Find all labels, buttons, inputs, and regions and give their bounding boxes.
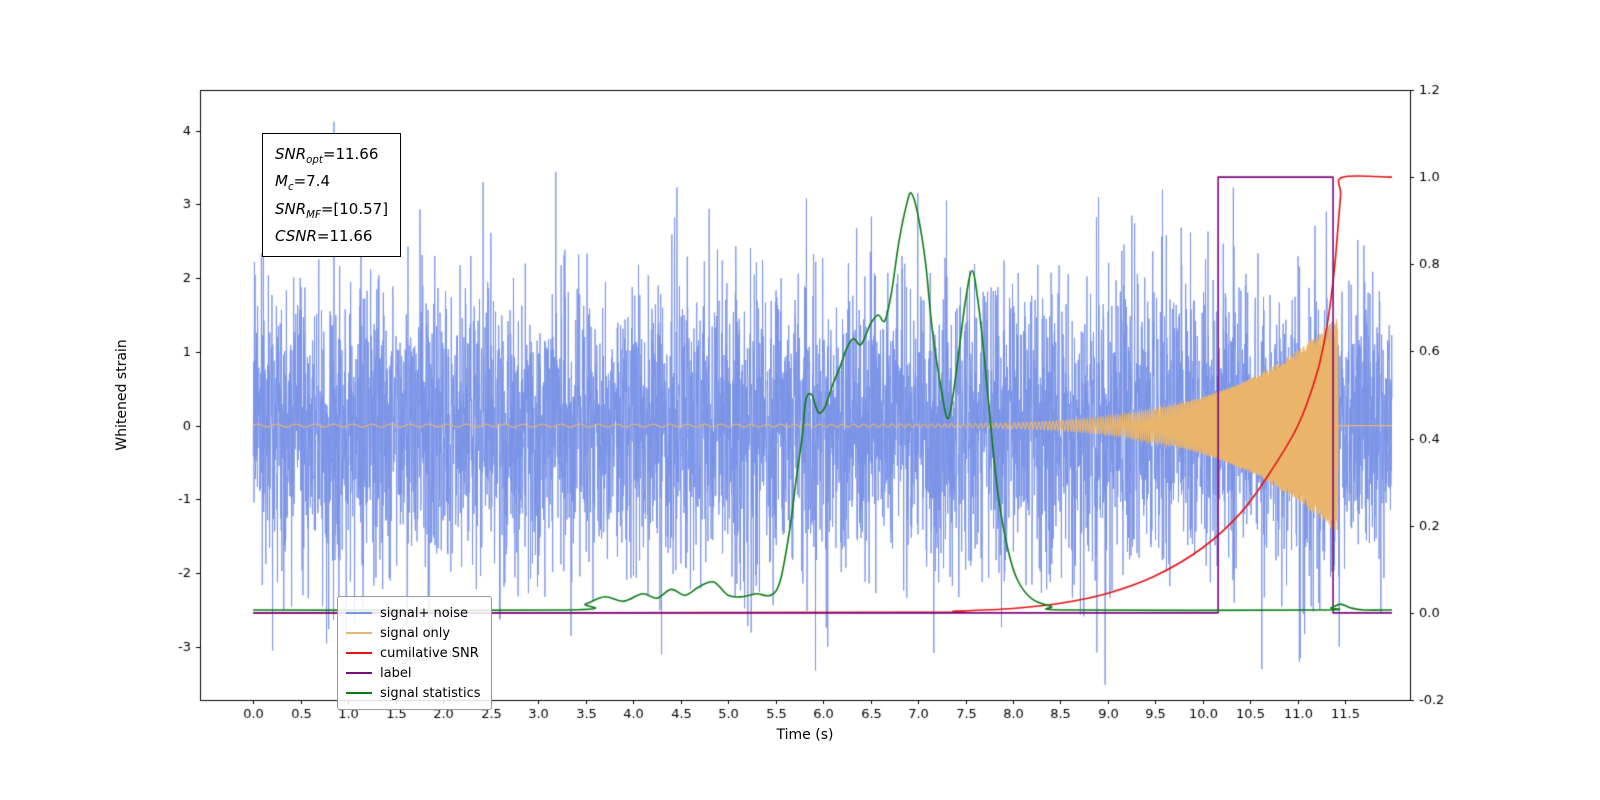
legend-swatch [346, 692, 372, 694]
annotation-line: SNRMF=[10.57] [275, 199, 389, 221]
legend-swatch [346, 632, 372, 634]
annotation-line: CSNR=11.66 [275, 226, 373, 245]
y-axis-label: Whitened strain [114, 339, 130, 451]
legend-item: label [346, 663, 481, 683]
legend-swatch [346, 672, 372, 674]
annotation-box: SNRopt=11.66 Mc=7.4 SNRMF=[10.57] CSNR=11.6… [262, 133, 402, 257]
legend: signal+ noise signal only cumilative SNR la… [337, 596, 492, 710]
legend-label: cumilative SNR [380, 645, 479, 661]
legend-swatch [346, 612, 372, 614]
legend-item: signal+ noise [346, 603, 481, 623]
legend-label: signal+ noise [380, 605, 469, 621]
x-axis-label: Time (s) [776, 727, 834, 743]
legend-swatch [346, 652, 372, 654]
annotation-line: Mc=7.4 [275, 172, 330, 194]
legend-label: signal only [380, 625, 451, 641]
legend-item: cumilative SNR [346, 643, 481, 663]
legend-item: signal statistics [346, 683, 481, 703]
legend-item: signal only [346, 623, 481, 643]
annotation-line: SNRopt=11.66 [275, 145, 379, 166]
legend-label: signal statistics [380, 685, 481, 701]
legend-label: label [380, 665, 412, 681]
